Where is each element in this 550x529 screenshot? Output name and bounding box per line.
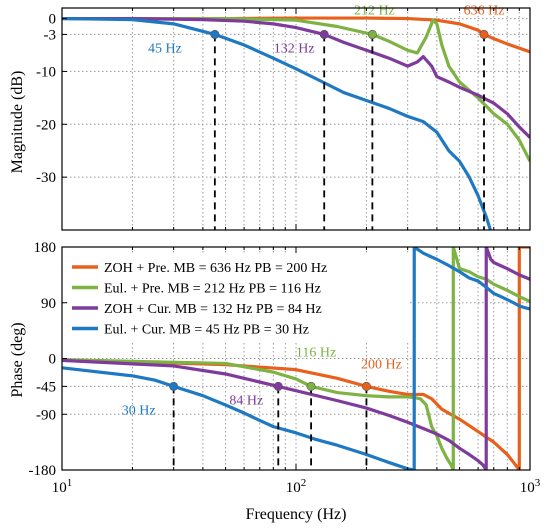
legend-background [68, 253, 410, 341]
phase-legend: ZOH + Pre. MB = 636 Hz PB = 200 Hz Eul. +… [68, 253, 410, 341]
mag-ytick-label: -3 [44, 27, 57, 43]
phase-xtick-label: 103 [520, 477, 541, 496]
magnitude-panel: 45 Hz 132 Hz 212 Hz 636 Hz 0-3 -10 -20 -30 [36, 3, 531, 231]
phase-ytick-label: -180 [29, 463, 57, 479]
mag-marker-label-eul-pre: 212 Hz [354, 3, 395, 18]
phase-marker-label-zoh-cur: 84 Hz [229, 393, 263, 408]
phase-marker-zoh-cur [273, 381, 283, 391]
mag-marker-label-zoh-pre: 636 Hz [464, 3, 505, 18]
mag-ytick-label: -20 [36, 117, 56, 133]
phase-marker-label-zoh-pre: 200 Hz [361, 357, 402, 372]
mag-line-zoh-cur [62, 16, 530, 139]
phase-ytick-label: 90 [41, 296, 56, 312]
legend-entry-eul-cur: Eul. + Cur. MB = 45 Hz PB = 30 Hz [104, 323, 309, 338]
mag-line-eul-cur [62, 16, 493, 230]
phase-marker-eul-cur [169, 381, 179, 391]
mag-ytick-label: -30 [36, 170, 56, 186]
phase-line-eul-pre [62, 247, 530, 470]
phase-ylabel: Phase (deg) [9, 322, 26, 397]
phase-ytick-label: -45 [36, 379, 56, 395]
phase-series-group [62, 247, 530, 470]
mag-ytick-label: 0 [49, 12, 57, 28]
mag-marker-label-zoh-cur: 132 Hz [274, 41, 315, 56]
mag-line-eul-pre [62, 16, 530, 163]
magnitude-ylabel: Magnitude (dB) [9, 71, 26, 174]
phase-line-eul-cur [62, 247, 530, 470]
phase-xtick-label: 101 [52, 477, 73, 496]
phase-line-zoh-cur [62, 247, 530, 470]
phase-ytick-label: 0 [49, 352, 57, 368]
phase-marker-label-eul-pre: 116 Hz [296, 345, 336, 360]
phase-ytick-label: -90 [36, 407, 56, 423]
mag-marker-eul-cur [210, 29, 220, 39]
legend-entry-zoh-cur: ZOH + Cur. MB = 132 Hz PB = 84 Hz [104, 302, 322, 317]
phase-marker-eul-pre [306, 381, 316, 391]
phase-ytick-label: 180 [34, 240, 57, 256]
mag-marker-zoh-cur [319, 29, 329, 39]
mag-ytick-label: -10 [36, 64, 56, 80]
legend-entry-eul-pre: Eul. + Pre. MB = 212 Hz PB = 116 Hz [104, 282, 321, 297]
mag-series-group [62, 16, 530, 230]
mag-marker-label-eul-cur: 45 Hz [148, 41, 182, 56]
legend-entry-zoh-pre: ZOH + Pre. MB = 636 Hz PB = 200 Hz [104, 261, 327, 276]
phase-xtick-label: 102 [286, 477, 307, 496]
mag-marker-zoh-pre [479, 29, 489, 39]
mag-marker-eul-pre [367, 29, 377, 39]
phase-marker-label-eul-cur: 30 Hz [122, 403, 156, 418]
phase-line-zoh-pre [62, 247, 530, 470]
frequency-xlabel: Frequency (Hz) [246, 506, 347, 523]
phase-marker-zoh-pre [361, 381, 371, 391]
